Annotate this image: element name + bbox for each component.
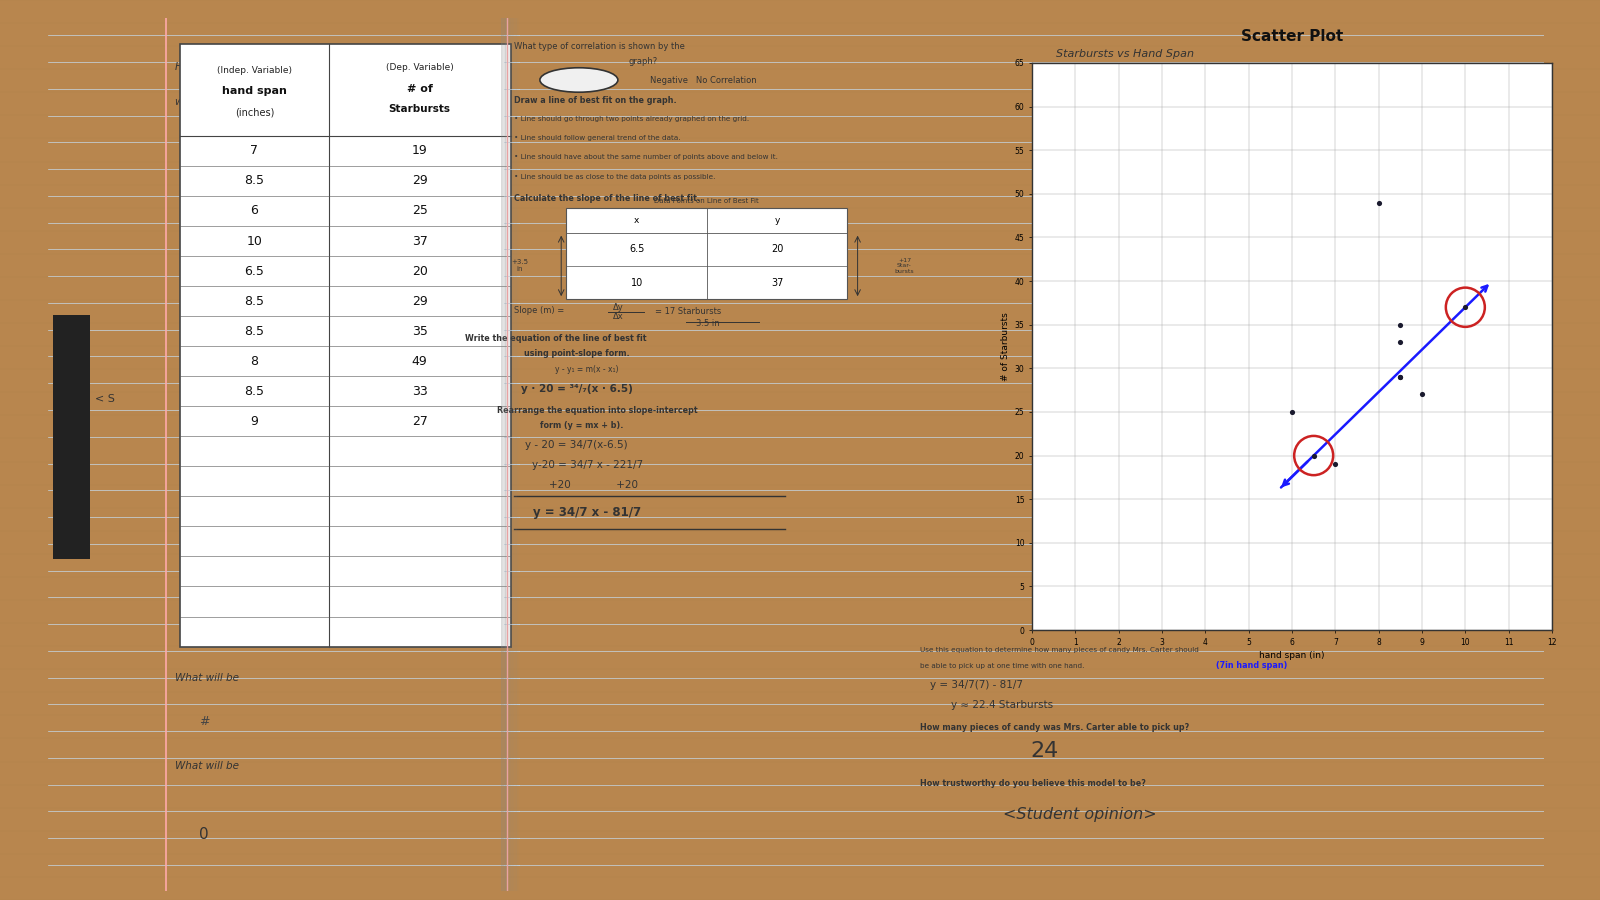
Text: 29: 29 [411,175,427,187]
Text: < S: < S [96,394,115,404]
Text: What type of correlation is shown by the: What type of correlation is shown by the [515,41,685,50]
Text: 3.5 in: 3.5 in [696,320,720,328]
Text: 8.5: 8.5 [245,325,264,338]
Text: Negative   No Correlation: Negative No Correlation [650,76,757,85]
Bar [566,208,848,299]
Text: Starbursts vs Hand Span: Starbursts vs Hand Span [1056,49,1194,58]
Text: y · 20 = ³⁴/₇(x · 6.5): y · 20 = ³⁴/₇(x · 6.5) [522,383,632,393]
Text: Δy: Δy [613,302,624,311]
Point [1366,195,1392,210]
Bar [53,315,91,559]
Text: 8.5: 8.5 [245,294,264,308]
Text: 24: 24 [1030,742,1059,761]
Text: +20              +20: +20 +20 [536,480,638,490]
Text: 33: 33 [411,384,427,398]
Text: be able to pick up at one time with one hand.: be able to pick up at one time with one … [920,663,1090,670]
Text: 27: 27 [411,415,427,428]
Text: Rearrange the equation into slope-intercept: Rearrange the equation into slope-interc… [498,406,698,415]
Text: Δx: Δx [613,312,624,321]
Text: 19: 19 [411,144,427,158]
Text: (Dep. Variable): (Dep. Variable) [386,63,453,72]
Text: 10: 10 [246,235,262,248]
Text: y - 20 = 34/7(x-6.5): y - 20 = 34/7(x-6.5) [525,439,629,449]
Y-axis label: # of Starbursts: # of Starbursts [1002,312,1011,381]
Text: (7in hand span): (7in hand span) [1216,662,1288,670]
Text: Starbursts: Starbursts [389,104,451,114]
Text: y: y [774,216,779,225]
Text: 6.5: 6.5 [245,265,264,277]
Text: #: # [198,716,210,728]
Bar [181,44,510,646]
Text: • Line should have about the same number of points above and below it.: • Line should have about the same number… [515,155,778,160]
Text: = 17 Starbursts: = 17 Starbursts [654,307,722,316]
Text: 20: 20 [771,244,782,255]
Text: 7: 7 [251,144,259,158]
Text: y = 34/7(7) - 81/7: y = 34/7(7) - 81/7 [931,680,1024,690]
Text: 25: 25 [411,204,427,218]
Text: What will be: What will be [176,673,240,683]
Text: Use this equation to determine how many pieces of candy Mrs. Carter should: Use this equation to determine how many … [920,647,1198,652]
X-axis label: hand span (in): hand span (in) [1259,651,1325,660]
Title: Scatter Plot: Scatter Plot [1242,29,1342,44]
Text: 35: 35 [411,325,427,338]
Point [1410,387,1435,401]
Text: Write the equation of the line of best fit: Write the equation of the line of best f… [466,334,646,343]
Point [1387,318,1413,332]
Text: Data Points on Line of Best Fit: Data Points on Line of Best Fit [654,198,758,204]
Text: hand span: hand span [222,86,286,96]
Text: # of: # of [406,85,432,94]
Text: +3.5
in: +3.5 in [510,259,528,273]
Text: graph?: graph? [629,58,658,67]
Ellipse shape [539,68,618,92]
Text: with th: with th [176,97,211,107]
Text: x: x [634,216,640,225]
Text: How long w: How long w [176,62,235,72]
Text: y - y₁ = m(x - x₁): y - y₁ = m(x - x₁) [555,365,619,374]
Point [1387,370,1413,384]
Text: 10: 10 [630,277,643,287]
Text: • Line should be as close to the data points as possible.: • Line should be as close to the data po… [515,174,715,180]
Point [1301,448,1326,463]
Point [1453,300,1478,314]
Text: How trustworthy do you believe this model to be?: How trustworthy do you believe this mode… [920,779,1146,788]
Point [1323,457,1349,472]
Text: y ≈ 22.4 Starbursts: y ≈ 22.4 Starbursts [952,699,1053,710]
Text: • Line should follow general trend of the data.: • Line should follow general trend of th… [515,135,682,141]
Point [1387,370,1413,384]
Text: using point-slope form.: using point-slope form. [523,349,630,358]
Text: Draw a line of best fit on the graph.: Draw a line of best fit on the graph. [515,95,677,104]
Text: Calculate the slope of the line of best fit.: Calculate the slope of the line of best … [515,194,701,203]
Text: How many pieces of candy was Mrs. Carter able to pick up?: How many pieces of candy was Mrs. Carter… [920,724,1189,733]
Text: y-20 = 34/7 x - 221/7: y-20 = 34/7 x - 221/7 [531,461,643,471]
Text: +17
Star-
bursts: +17 Star- bursts [894,257,914,274]
Text: 20: 20 [411,265,427,277]
Text: (inches): (inches) [235,107,274,117]
Text: 6.5: 6.5 [629,244,645,255]
Text: 29: 29 [411,294,427,308]
Point [1280,405,1306,419]
Text: 8.5: 8.5 [245,384,264,398]
Text: 0: 0 [198,826,208,842]
Text: 37: 37 [771,277,782,287]
Text: 49: 49 [411,355,427,368]
Text: Positive: Positive [546,75,590,85]
Text: form (y = mx + b).: form (y = mx + b). [541,421,624,430]
Text: (Indep. Variable): (Indep. Variable) [218,66,291,75]
Point [1387,335,1413,349]
Text: 37: 37 [411,235,427,248]
Text: Slope (m) =: Slope (m) = [515,306,565,315]
Text: <Student opinion>: <Student opinion> [1003,807,1157,823]
Text: 9: 9 [251,415,259,428]
Text: 8.5: 8.5 [245,175,264,187]
Text: What will be: What will be [176,760,240,770]
Text: 8: 8 [251,355,259,368]
Text: y = 34/7 x - 81/7: y = 34/7 x - 81/7 [533,506,642,518]
Text: • Line should go through two points already graphed on the grid.: • Line should go through two points alre… [515,116,749,122]
Text: 6: 6 [251,204,259,218]
